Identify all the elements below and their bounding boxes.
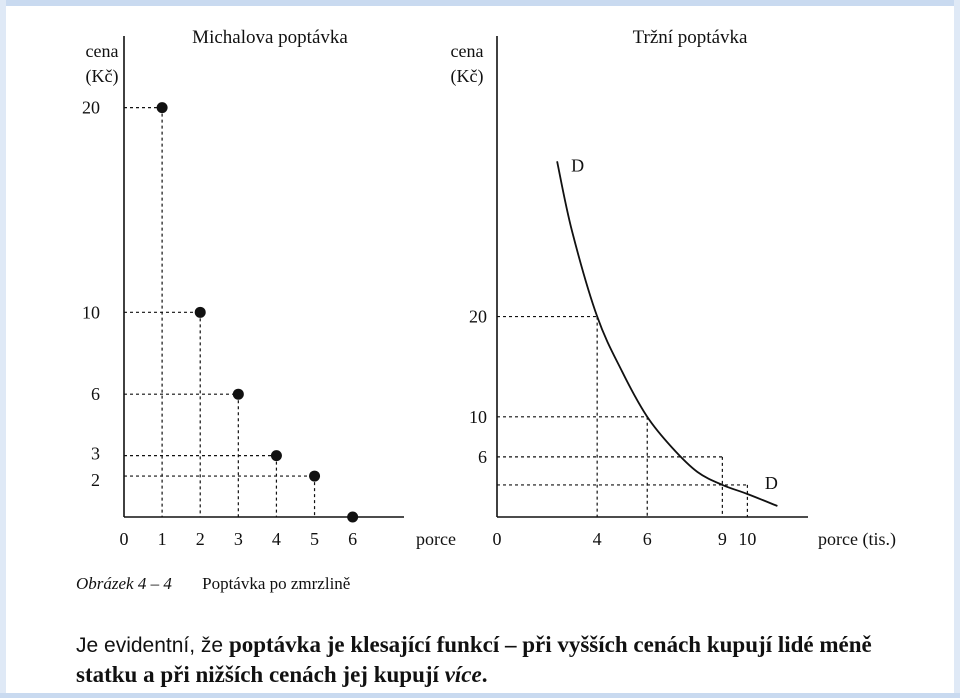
chart1-x-tick-3: 3 [234, 529, 243, 549]
frame-top [0, 0, 960, 6]
chart2-title: Tržní poptávka [633, 27, 748, 48]
chart1-point-3 [270, 450, 282, 462]
chart1-y-tick-2: 2 [91, 470, 100, 490]
chart1-point-0 [156, 102, 168, 114]
chart1-x-tick-6: 6 [348, 529, 357, 549]
chart2-y-label-line1: cena [451, 41, 484, 61]
chart1-point-5 [347, 511, 359, 523]
chart1-x-tick-2: 2 [196, 529, 205, 549]
chart1-y-label-line1: cena [86, 41, 119, 61]
chart2-y-tick-20: 20 [469, 307, 487, 327]
paragraph-end: . [481, 662, 488, 687]
frame-left [0, 0, 6, 698]
chart2-x-tick-9: 9 [718, 529, 727, 549]
chart2-y-label-line2: (Kč) [451, 66, 484, 87]
chart1-y-tick-10: 10 [82, 302, 100, 322]
paragraph-bold-italic: více [444, 662, 482, 687]
frame-right [954, 0, 960, 698]
chart1-point-1 [194, 306, 206, 318]
chart2-x-tick-4: 4 [593, 529, 602, 549]
chart2-y-tick-6: 6 [478, 447, 487, 467]
chart1-point-4 [309, 470, 321, 482]
chart2-curve-label-bottom: D [765, 473, 778, 493]
chart2-x-label: porce (tis.) [818, 529, 896, 550]
chart1-x-tick-5: 5 [310, 529, 319, 549]
chart1-x-tick-1: 1 [158, 529, 167, 549]
figure-number: Obrázek 4 – 4 [76, 574, 172, 593]
body-paragraph: Je evidentní, že poptávka je klesající f… [76, 630, 936, 689]
paragraph-bold: poptávka je klesající funkcí – při vyšší… [76, 632, 872, 687]
chart1-y-label-line2: (Kč) [86, 66, 119, 87]
chart2-curve-label-top: D [571, 155, 584, 175]
chart1-x-tick-0: 0 [120, 529, 129, 549]
frame-bottom [0, 693, 960, 698]
figure-caption: Obrázek 4 – 4 Poptávka po zmrzlině [76, 574, 350, 594]
chart2-x-tick-0: 0 [493, 529, 502, 549]
chart2-demand-curve [556, 161, 778, 507]
chart1-x-label: porce [416, 529, 456, 549]
chart1-y-tick-20: 20 [82, 98, 100, 118]
chart1-point-2 [232, 388, 244, 400]
chart1-y-tick-6: 6 [91, 384, 100, 404]
chart2-x-tick-6: 6 [643, 529, 652, 549]
chart2-y-tick-10: 10 [469, 407, 487, 427]
chart1-y-tick-3: 3 [91, 444, 100, 464]
figure-title: Poptávka po zmrzlině [202, 574, 351, 593]
chart2-x-tick-10: 10 [738, 529, 756, 549]
paragraph-lead: Je evidentní, že [76, 634, 229, 657]
chart1-x-tick-4: 4 [272, 529, 281, 549]
chart1-title: Michalova poptávka [192, 27, 348, 48]
